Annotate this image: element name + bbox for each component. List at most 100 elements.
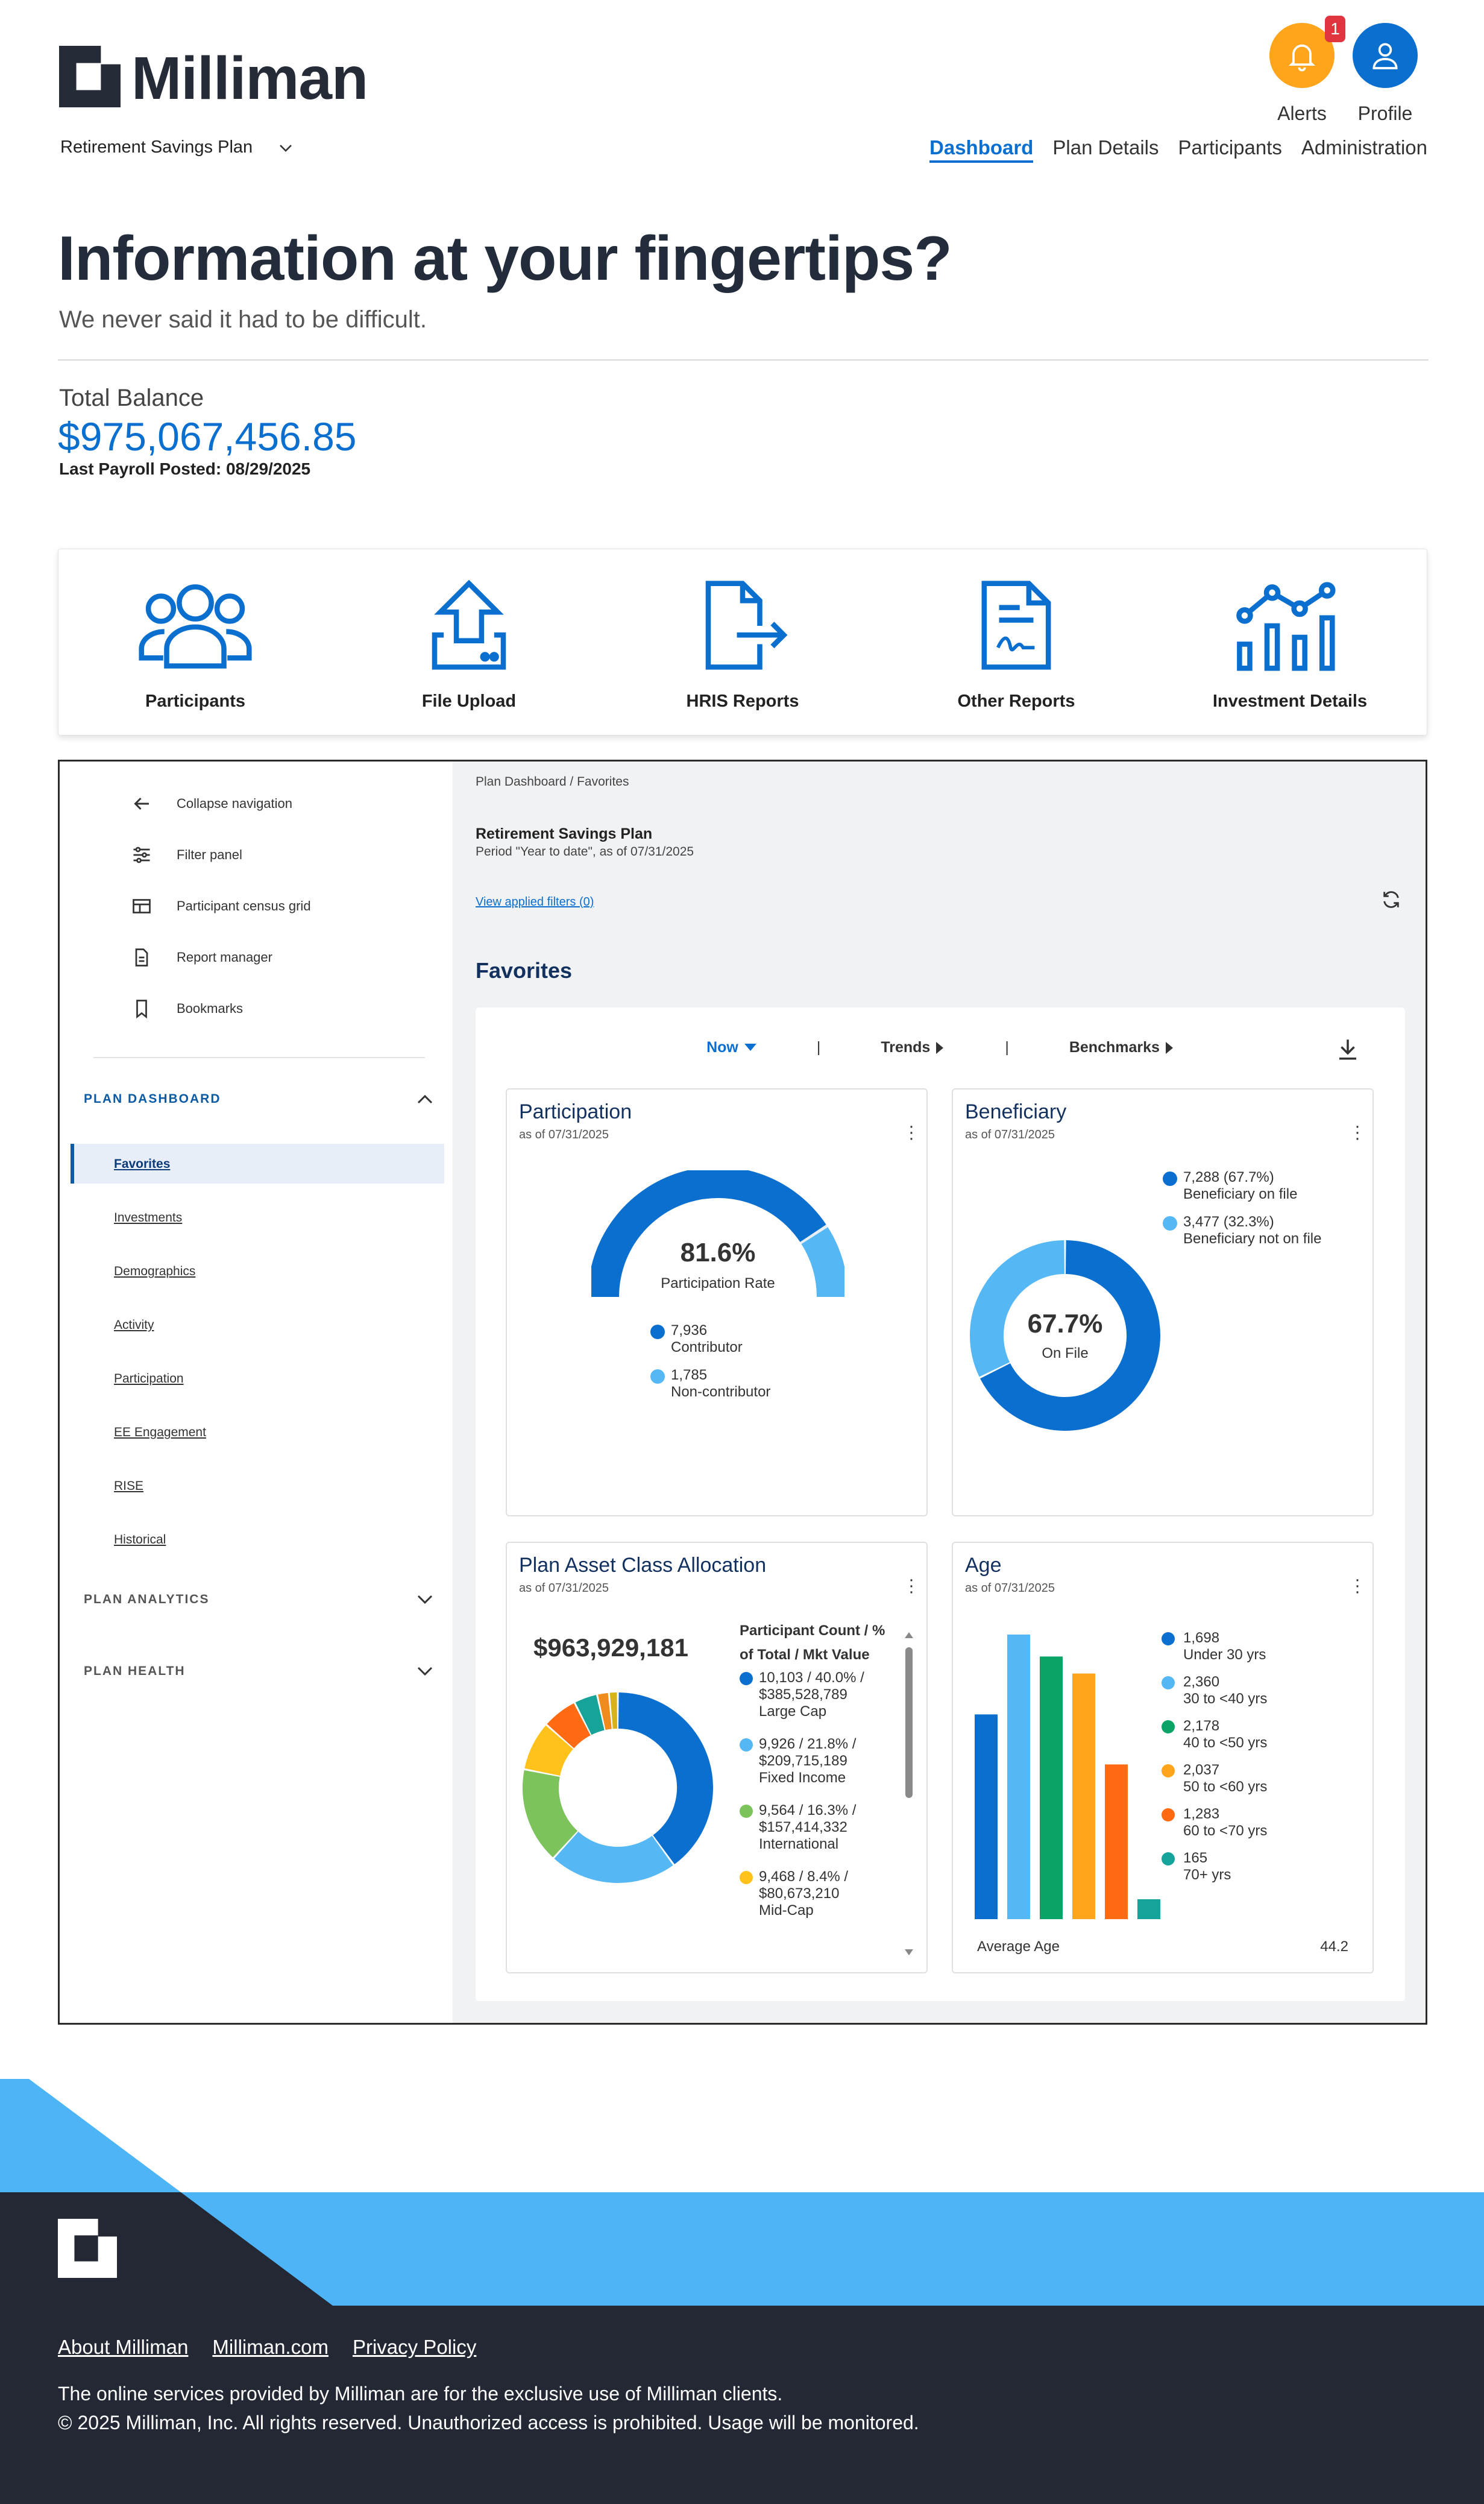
plan-selector-value: Retirement Savings Plan — [60, 137, 253, 157]
top-nav: Dashboard Plan Details Participants Admi… — [929, 136, 1427, 163]
age-bar-70-yrs[interactable] — [1137, 1899, 1160, 1919]
nav-plan-details[interactable]: Plan Details — [1052, 136, 1159, 159]
card-date: as of 07/31/2025 — [519, 1582, 609, 1595]
favorites-panel: Now | Trends | Benchmarks Participation … — [476, 1008, 1405, 2001]
tab-now[interactable]: Now — [706, 1039, 756, 1056]
kebab-menu-icon[interactable]: · · · — [908, 1569, 914, 1601]
alerts-label[interactable]: Alerts — [1277, 102, 1327, 124]
donut-slice-mid-cap[interactable] — [524, 1725, 574, 1777]
sidebar-item-historical[interactable]: Historical — [114, 1533, 166, 1547]
plan-selector[interactable]: Retirement Savings Plan — [60, 137, 292, 157]
milliman-logo-mark — [59, 46, 121, 107]
age-bar-60-to-70-yrs[interactable] — [1105, 1764, 1128, 1919]
sidebar: Collapse navigation Filter panel Partici… — [60, 762, 453, 2023]
participants-icon — [139, 584, 252, 669]
legend-header: Participant Count / % of Total / Mkt Valu… — [740, 1623, 885, 1663]
view-filters-link[interactable]: View applied filters (0) — [476, 895, 594, 909]
section-plan-analytics[interactable]: PLAN ANALYTICS — [84, 1592, 433, 1607]
nav-dashboard[interactable]: Dashboard — [929, 136, 1034, 163]
scrollbar[interactable] — [904, 1631, 914, 1957]
scrollbar-thumb[interactable] — [905, 1647, 913, 1798]
donut-slice-other-3[interactable] — [598, 1692, 612, 1730]
nav-administration[interactable]: Administration — [1301, 136, 1427, 159]
sidebar-item-participation[interactable]: Participation — [114, 1372, 184, 1386]
kebab-menu-icon[interactable]: · · · — [1354, 1116, 1360, 1148]
quick-link-label: File Upload — [421, 692, 517, 711]
age-bar-50-to-60-yrs[interactable] — [1072, 1673, 1095, 1919]
card-title: Age — [965, 1554, 1002, 1577]
asset-total: $963,929,181 — [533, 1633, 688, 1662]
beneficiary-donut — [970, 1240, 1160, 1431]
tab-benchmarks[interactable]: Benchmarks — [1069, 1039, 1174, 1056]
asset-allocation-card: Plan Asset Class Allocation as of 07/31/… — [506, 1542, 928, 1973]
alerts-button[interactable] — [1269, 23, 1335, 88]
gauge-contributor-arc — [591, 1170, 826, 1298]
sidebar-item-ee-engagement[interactable]: EE Engagement — [114, 1425, 206, 1439]
age-bar-under-30-yrs[interactable] — [975, 1714, 998, 1919]
donut-slice-other-2[interactable] — [575, 1695, 605, 1735]
footer-link-about[interactable]: About Milliman — [58, 2336, 189, 2358]
legend-entry: 7,936 Contributor — [671, 1322, 743, 1355]
nav-participants[interactable]: Participants — [1178, 136, 1282, 159]
brand-name[interactable]: Milliman — [131, 45, 368, 112]
section-plan-health[interactable]: PLAN HEALTH — [84, 1664, 433, 1679]
report-manager[interactable]: Report manager — [131, 947, 272, 968]
footer-link-privacy[interactable]: Privacy Policy — [352, 2336, 477, 2358]
age-bar-30-to-40-yrs[interactable] — [1007, 1635, 1030, 1919]
other-reports-icon — [981, 581, 1051, 670]
legend-entry: 165 70+ yrs — [1162, 1850, 1366, 1894]
age-card: Age as of 07/31/2025 · · · 1,698 Under 30 y… — [952, 1542, 1374, 1973]
bookmarks[interactable]: Bookmarks — [131, 998, 243, 1020]
bell-icon — [1288, 44, 1316, 72]
sidebar-item-demographics[interactable]: Demographics — [114, 1264, 196, 1278]
breadcrumb[interactable]: Plan Dashboard / Favorites — [476, 775, 629, 789]
sidebar-item-activity[interactable]: Activity — [114, 1318, 154, 1332]
collapse-navigation[interactable]: Collapse navigation — [131, 793, 292, 815]
age-legend: 1,698 Under 30 yrs 2,360 30 to <40 yrs 2,178… — [1162, 1630, 1366, 1894]
participant-census-grid[interactable]: Participant census grid — [131, 895, 311, 917]
sidebar-item-rise[interactable]: RISE — [114, 1479, 144, 1493]
quick-link-other-reports[interactable]: Other Reports — [902, 575, 1131, 711]
download-icon[interactable] — [1335, 1036, 1360, 1062]
gauge-noncontributor-arc — [801, 1227, 844, 1298]
kebab-menu-icon[interactable]: · · · — [908, 1116, 914, 1148]
refresh-icon[interactable] — [1381, 889, 1401, 910]
chevron-down-icon — [417, 1595, 433, 1604]
donut-slice-international[interactable] — [523, 1770, 578, 1858]
quick-link-investment-details[interactable]: Investment Details — [1175, 575, 1404, 711]
quick-link-file-upload[interactable]: File Upload — [354, 575, 583, 711]
donut-slice-beneficiary-not-on-file[interactable] — [970, 1240, 1065, 1377]
profile-label[interactable]: Profile — [1357, 102, 1413, 124]
legend-dot — [1162, 1764, 1175, 1777]
sidebar-item-investments[interactable]: Investments — [114, 1211, 183, 1225]
sliders-icon — [133, 847, 150, 863]
tab-trends[interactable]: Trends — [881, 1039, 945, 1056]
donut-slice-fixed-income[interactable] — [554, 1831, 673, 1883]
legend-entry: 7,288 (67.7%) Beneficiary on file — [1183, 1169, 1298, 1202]
card-date: as of 07/31/2025 — [965, 1582, 1055, 1595]
investment-details-icon — [1236, 582, 1336, 671]
legend-entry: 10,103 / 40.0% / $385,528,789 Large Cap — [740, 1670, 902, 1720]
footer-text: The online services provided by Milliman… — [58, 2379, 919, 2437]
sidebar-item-favorites[interactable]: Favorites — [114, 1157, 171, 1171]
section-plan-dashboard[interactable]: PLAN DASHBOARD — [84, 1092, 433, 1106]
legend-items: 10,103 / 40.0% / $385,528,789 Large Cap 9,9… — [740, 1670, 902, 1919]
age-bar-40-to-50-yrs[interactable] — [1040, 1656, 1063, 1919]
alerts-badge: 1 — [1325, 16, 1345, 42]
filter-panel[interactable]: Filter panel — [131, 844, 242, 866]
quick-link-participants[interactable]: Participants — [81, 575, 310, 711]
donut-slice-large-cap[interactable] — [618, 1692, 713, 1864]
legend-entry: 2,178 40 to <50 yrs — [1162, 1718, 1366, 1762]
legend-dot — [740, 1805, 753, 1818]
donut-slice-other-1[interactable] — [547, 1703, 591, 1749]
kebab-menu-icon[interactable]: · · · — [1354, 1569, 1360, 1601]
user-icon — [1372, 43, 1398, 69]
quick-link-hris-reports[interactable]: HRIS Reports — [628, 575, 857, 711]
page-subtitle: We never said it had to be difficult. — [59, 306, 427, 333]
caret-right-icon — [1165, 1041, 1173, 1054]
average-age-label: Average Age — [977, 1938, 1060, 1955]
footer-link-milliman[interactable]: Milliman.com — [212, 2336, 329, 2358]
footer-logo-mark — [58, 2219, 117, 2278]
donut-slice-beneficiary-on-file[interactable] — [980, 1240, 1160, 1431]
profile-button[interactable] — [1353, 23, 1418, 88]
